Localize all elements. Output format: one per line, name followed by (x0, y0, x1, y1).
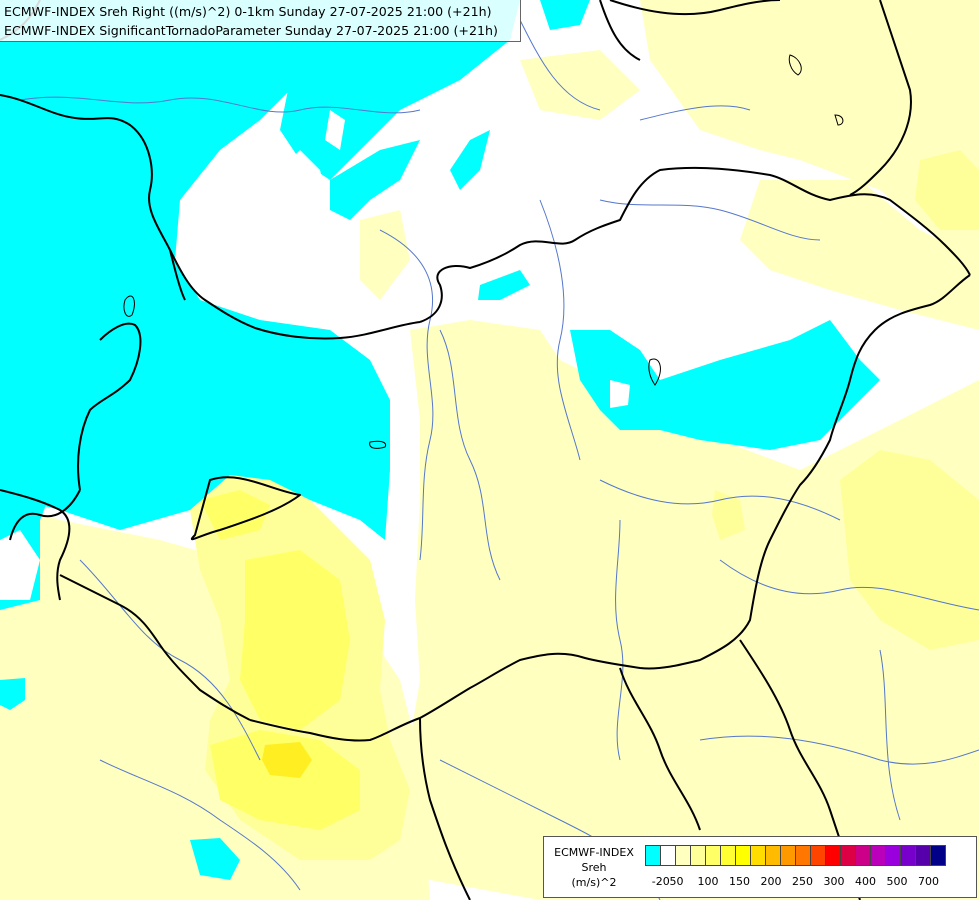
color-legend: ECMWF-INDEX Sreh (m/s)^2 -20 50 100 150 200 2… (543, 836, 977, 898)
legend-tick-label: 100 (697, 875, 719, 888)
legend-tick-label: 250 (792, 875, 813, 888)
legend-source: ECMWF-INDEX (554, 846, 634, 859)
legend-swatch (885, 845, 901, 866)
legend-swatch (735, 845, 751, 866)
legend-swatch (780, 845, 796, 866)
legend-swatch (675, 845, 691, 866)
rivers (19, 19, 979, 900)
legend-swatch (930, 845, 946, 866)
legend-tick-label: 700 (918, 875, 939, 888)
legend-swatch (645, 845, 661, 866)
legend-swatch (900, 845, 916, 866)
map-white-patches (0, 110, 630, 600)
legend-swatch (750, 845, 766, 866)
legend-tick-label: -20 (651, 875, 670, 888)
legend-swatch (720, 845, 736, 866)
legend-tick-label: 400 (855, 875, 876, 888)
legend-swatch (705, 845, 721, 866)
legend-swatch (690, 845, 706, 866)
legend-swatch (660, 845, 676, 866)
map-title: ECMWF-INDEX Sreh Right ((m/s)^2) 0-1km S… (0, 0, 521, 42)
lakes (123, 54, 844, 449)
legend-unit: (m/s)^2 (571, 876, 617, 889)
legend-tick-label: 200 (760, 875, 782, 888)
title-line-sreh: ECMWF-INDEX Sreh Right ((m/s)^2) 0-1km S… (4, 4, 492, 19)
legend-swatch (855, 845, 871, 866)
legend-swatch (840, 845, 856, 866)
legend-caption: ECMWF-INDEX Sreh (m/s)^2 (546, 845, 642, 890)
legend-tick-label: 150 (729, 875, 750, 888)
legend-tick-label: 50 (669, 875, 684, 888)
legend-tick-label: 500 (886, 875, 908, 888)
legend-swatch (915, 845, 931, 866)
legend-swatch (795, 845, 811, 866)
legend-swatch (870, 845, 886, 866)
title-line-stp: ECMWF-INDEX SignificantTornadoParameter … (4, 23, 498, 38)
legend-tick-labels: -20 50 100 150 200 250 300 400 500 700 (645, 875, 975, 889)
legend-swatch (765, 845, 781, 866)
legend-tick-label: 300 (823, 875, 845, 888)
legend-variable: Sreh (581, 861, 607, 874)
legend-swatch (825, 845, 841, 866)
legend-swatch (810, 845, 826, 866)
legend-color-scale (645, 845, 946, 866)
